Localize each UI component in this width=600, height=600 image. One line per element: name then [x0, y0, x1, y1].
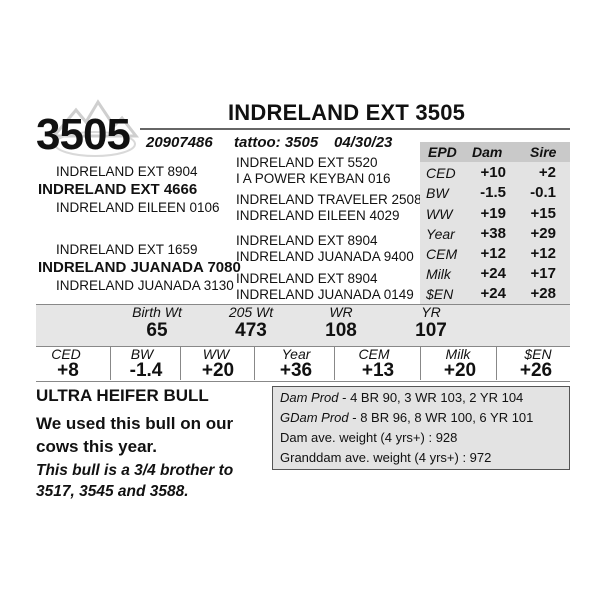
dam-weight: Dam ave. weight (4 yrs+) : 928 — [280, 430, 458, 445]
epd-row-label: CEM — [426, 246, 458, 262]
dam-prod-line: Dam Prod - 4 BR 90, 3 WR 103, 2 YR 104 — [280, 390, 523, 405]
pedigree-dss: INDRELAND EXT 8904 — [236, 233, 378, 248]
pedigree-sire: INDRELAND EXT 4666 — [38, 181, 198, 198]
sire-epd-value: +29 — [530, 225, 556, 242]
actuals-header: YR — [421, 304, 441, 320]
band-divider — [110, 346, 111, 380]
pedigree-ssd: I A POWER KEYBAN 016 — [236, 171, 391, 186]
pedigree-sss: INDRELAND EXT 5520 — [236, 155, 378, 170]
epd-col-header: EPD — [428, 144, 457, 160]
actuals-band — [36, 304, 570, 347]
dam-prod-label: Dam Prod — [280, 390, 339, 405]
pedigree-sire-dam: INDRELAND EILEEN 0106 — [56, 200, 220, 215]
granddam-weight: Granddam ave. weight (4 yrs+) : 972 — [280, 450, 492, 465]
band-divider — [496, 346, 497, 380]
remarks-heading: ULTRA HEIFER BULL — [36, 386, 209, 405]
gdam-prod-label: GDam Prod — [280, 410, 349, 425]
ranch-logo — [50, 99, 140, 157]
dam-col-header: Dam — [472, 144, 503, 160]
calf-epd-header: CED — [51, 346, 81, 362]
sire-epd-value: +12 — [530, 245, 556, 262]
sire-epd-value: -0.1 — [530, 184, 556, 201]
dam-epd-value: -1.5 — [480, 184, 506, 201]
pedigree-dam-dam: INDRELAND JUANADA 3130 — [56, 278, 234, 293]
actuals-value: 107 — [415, 320, 447, 341]
actuals-header: 205 Wt — [228, 304, 274, 320]
band-divider — [334, 346, 335, 380]
epd-row-label: Year — [426, 226, 455, 242]
dam-prod-value: - 4 BR 90, 3 WR 103, 2 YR 104 — [338, 390, 524, 405]
actuals-value: 473 — [235, 320, 267, 341]
bull-name: INDRELAND EXT 3505 — [228, 100, 466, 125]
epd-row-label: BW — [426, 185, 449, 201]
pedigree-sds: INDRELAND TRAVELER 2508 — [236, 192, 422, 207]
actuals-value: 108 — [325, 320, 357, 341]
dam-epd-value: +12 — [480, 245, 506, 262]
parent-epd-header — [420, 142, 570, 162]
calf-epd-value: +26 — [519, 360, 553, 381]
registration-number: 20907486 — [146, 134, 213, 151]
calf-epd-header: Milk — [445, 346, 471, 362]
calf-epd-header: Year — [281, 346, 311, 362]
remarks-note: This bull is a 3/4 brother to 3517, 3545… — [36, 462, 234, 500]
sire-epd-value: +28 — [530, 285, 556, 302]
epd-row-label: WW — [426, 206, 453, 222]
sire-epd-value: +2 — [538, 164, 556, 181]
birth-date: 04/30/23 — [334, 134, 393, 151]
calf-epd-header: $EN — [524, 346, 552, 362]
epd-row-label: $EN — [426, 286, 454, 302]
actuals-header: Birth Wt — [132, 304, 182, 320]
epd-row-label: CED — [426, 165, 456, 181]
pedigree-sdd: INDRELAND EILEEN 4029 — [236, 208, 400, 223]
dam-epd-value: +38 — [480, 225, 506, 242]
pedigree-sire-sire: INDRELAND EXT 8904 — [56, 164, 198, 179]
tattoo: tattoo: 3505 — [234, 134, 319, 151]
pedigree-ddd: INDRELAND JUANADA 0149 — [236, 287, 414, 302]
pedigree-dam: INDRELAND JUANADA 7080 — [38, 259, 241, 276]
gdam-prod-value: - 8 BR 96, 8 WR 100, 6 YR 101 — [348, 410, 534, 425]
sire-col-header: Sire — [530, 144, 557, 160]
actuals-header: WR — [329, 304, 353, 320]
band-divider — [254, 346, 255, 380]
band-divider — [180, 346, 181, 380]
pedigree-dsd: INDRELAND JUANADA 9400 — [236, 249, 414, 264]
dam-epd-value: +24 — [480, 285, 506, 302]
epd-row-label: Milk — [426, 266, 451, 282]
actuals-value: 65 — [146, 320, 168, 341]
dam-epd-value: +24 — [480, 265, 506, 282]
calf-epd-header: CEM — [358, 346, 390, 362]
calf-epd-band — [36, 346, 570, 382]
sire-epd-value: +15 — [530, 205, 556, 222]
calf-epd-header: WW — [202, 346, 230, 362]
pedigree-dds: INDRELAND EXT 8904 — [236, 271, 378, 286]
calf-epd-header: BW — [130, 346, 154, 362]
calf-epd-value: +13 — [361, 360, 395, 381]
calf-epd-value: +20 — [201, 360, 235, 381]
calf-epd-value: +8 — [57, 360, 79, 381]
dam-epd-value: +10 — [480, 164, 506, 181]
calf-epd-value: -1.4 — [129, 360, 163, 381]
calf-epd-value: +36 — [279, 360, 313, 381]
title-rule — [140, 128, 570, 130]
remarks-comment: We used this bull on our cows this year. — [36, 414, 234, 456]
lot-number: 3505 — [36, 110, 131, 159]
band-divider — [420, 346, 421, 380]
production-box — [272, 386, 570, 470]
dam-epd-value: +19 — [480, 205, 506, 222]
parent-epd-table — [420, 142, 570, 304]
sire-epd-value: +17 — [530, 265, 556, 282]
gdam-prod-line: GDam Prod - 8 BR 96, 8 WR 100, 6 YR 101 — [280, 410, 533, 425]
calf-epd-value: +20 — [443, 360, 477, 381]
pedigree-dam-sire: INDRELAND EXT 1659 — [56, 242, 198, 257]
